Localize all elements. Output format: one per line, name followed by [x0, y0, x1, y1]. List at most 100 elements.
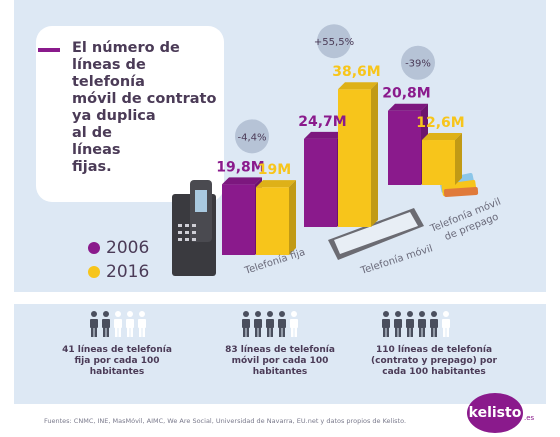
person-leg [243, 328, 246, 337]
person-leg [246, 328, 249, 337]
data-label: 38,6M [332, 64, 380, 80]
person-body [114, 319, 122, 328]
legend-label: 2016 [106, 262, 150, 282]
person-body [126, 319, 134, 328]
person-icon [102, 311, 110, 337]
person-leg [91, 328, 94, 337]
person-icon [242, 311, 250, 337]
person-leg [419, 328, 422, 337]
person-leg [94, 328, 97, 337]
callout-line: líneas [72, 142, 121, 158]
person-body [382, 319, 390, 328]
logo-suffix: .es [524, 414, 535, 422]
person-icon [138, 311, 146, 337]
person-icon [406, 311, 414, 337]
person-icon [394, 311, 402, 337]
person-body [406, 319, 414, 328]
stat-line: 110 líneas de telefonía [375, 345, 493, 355]
person-body [90, 319, 98, 328]
kelisto-logo: kelisto [467, 393, 523, 433]
person-body [138, 319, 146, 328]
change-label: +55,5% [314, 37, 354, 48]
person-icon [442, 311, 450, 337]
person-body [254, 319, 262, 328]
person-leg [383, 328, 386, 337]
bar [256, 187, 289, 255]
change-badge [317, 24, 351, 59]
bar-top [338, 82, 378, 90]
bar-top [422, 133, 462, 141]
bar-top [222, 177, 262, 185]
legend-dot-yellow [88, 266, 100, 278]
callout-line: El número de [72, 40, 180, 56]
person-leg [446, 328, 449, 337]
bar-side [289, 180, 296, 255]
legend-item-2016: 2016 [88, 260, 149, 284]
person-icon [418, 311, 426, 337]
person-leg [422, 328, 425, 337]
person-body [430, 319, 438, 328]
legend-label: 2006 [106, 238, 150, 258]
data-label: 19M [258, 162, 291, 178]
stat-line: 41 líneas de telefonía [62, 345, 172, 355]
person-head [255, 311, 261, 317]
stat-line: habitantes [89, 367, 145, 377]
callout-line: líneas de telefonía [72, 57, 146, 90]
bar-side [371, 82, 378, 227]
person-head [419, 311, 425, 317]
person-icon [290, 311, 298, 337]
person-icon [126, 311, 134, 337]
desk-phone-icon [172, 180, 216, 276]
person-head [139, 311, 145, 317]
callout-line: ya duplica [72, 108, 156, 124]
category-label: Telefonía móvil [358, 242, 434, 277]
person-leg [386, 328, 389, 337]
person-leg [130, 328, 133, 337]
data-label: 19,8M [216, 159, 264, 175]
stat-line: (contrato y prepago) por [371, 356, 497, 366]
person-body [278, 319, 286, 328]
data-label: 12,6M [416, 115, 464, 131]
data-label: 24,7M [298, 114, 346, 130]
person-leg [127, 328, 130, 337]
person-head [279, 311, 285, 317]
callout-text: El número de líneas de telefonía móvil d… [72, 40, 222, 176]
data-label: 20,8M [382, 86, 430, 102]
person-icon [114, 311, 122, 337]
legend-dot-purple [88, 242, 100, 254]
callout-box [36, 26, 224, 202]
stat-total-lines: 110 líneas de telefonía (contrato y prep… [368, 345, 500, 378]
stat-fixed-lines: 41 líneas de telefonía fija por cada 100… [62, 345, 172, 378]
person-icon [254, 311, 262, 337]
stat-line: 83 líneas de telefonía [225, 345, 335, 355]
bar-top [388, 103, 428, 111]
person-leg [443, 328, 446, 337]
smartphone-icon [328, 208, 424, 260]
change-label: -39% [405, 59, 431, 70]
source-note: Fuentes: CNMC, INE, MasMóvil, AIMC, We A… [44, 417, 407, 425]
person-head [407, 311, 413, 317]
person-head [127, 311, 133, 317]
person-head [443, 311, 449, 317]
person-head [383, 311, 389, 317]
person-leg [270, 328, 273, 337]
change-badge [235, 119, 269, 154]
person-head [267, 311, 273, 317]
person-leg [139, 328, 142, 337]
stat-line: habitantes [252, 367, 308, 377]
person-body [102, 319, 110, 328]
chart-legend: 2006 2016 [88, 236, 149, 284]
person-leg [294, 328, 297, 337]
person-body [242, 319, 250, 328]
person-icon [382, 311, 390, 337]
person-leg [106, 328, 109, 337]
callout-line: al de [72, 125, 113, 141]
person-leg [431, 328, 434, 337]
person-leg [279, 328, 282, 337]
person-body [442, 319, 450, 328]
stat-line: cada 100 habitantes [382, 367, 486, 377]
bar [304, 138, 337, 227]
person-head [91, 311, 97, 317]
person-body [290, 319, 298, 328]
